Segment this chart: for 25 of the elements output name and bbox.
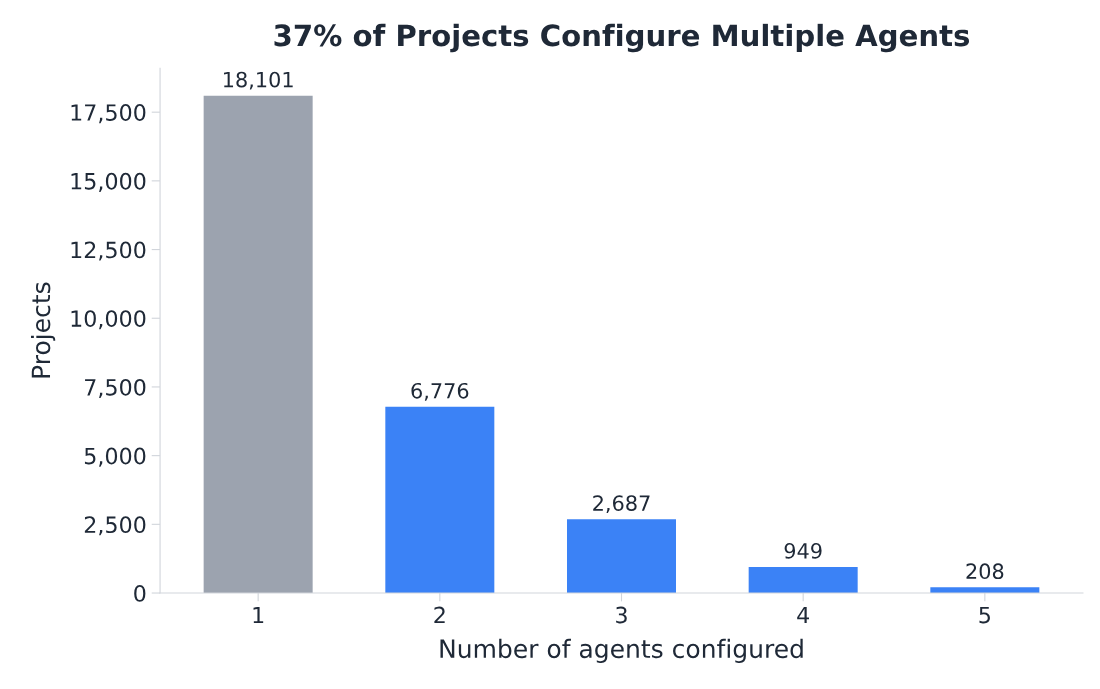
data-label: 2,687 [593, 495, 650, 514]
y-tick-label: 15,000 [71, 172, 146, 192]
x-tick-label: 1 [253, 606, 264, 624]
y-tick-label: 7,500 [85, 378, 146, 398]
chart-title: 37% of Projects Configure Multiple Agents [274, 23, 970, 53]
x-tick-label: 5 [979, 606, 990, 624]
x-axis-title: Number of agents configured [440, 638, 803, 664]
bar [567, 519, 676, 594]
data-label: 18,101 [223, 71, 293, 90]
y-tick-label: 12,500 [71, 241, 146, 261]
bar [203, 95, 313, 594]
x-tick-label: 4 [797, 606, 809, 624]
y-tick-label: 17,500 [71, 104, 146, 124]
y-tick-label: 0 [134, 584, 146, 602]
y-axis-title: Projects [31, 282, 56, 378]
data-label: 208 [966, 563, 1004, 580]
x-tick-label: 2 [434, 606, 445, 624]
y-tick-label: 10,000 [71, 310, 146, 330]
y-tick-label: 5,000 [84, 447, 146, 467]
data-label: 949 [784, 542, 822, 559]
data-label: 6,776 [411, 382, 469, 401]
bar [748, 566, 858, 594]
bar [385, 406, 495, 594]
x-tick-label: 3 [616, 606, 627, 624]
y-tick-label: 2,500 [84, 516, 146, 536]
